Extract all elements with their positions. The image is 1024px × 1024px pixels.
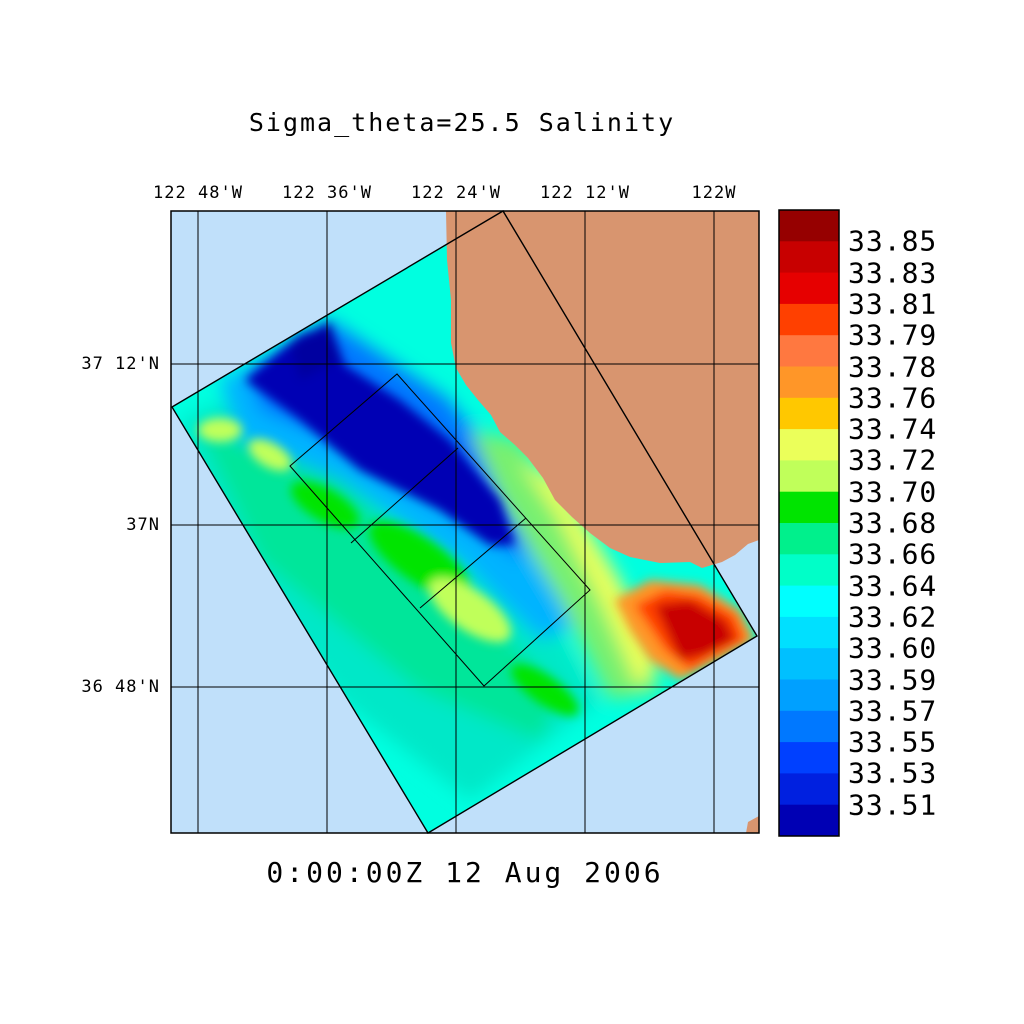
colorbar-tick-label: 33.62 (848, 600, 938, 634)
longitude-label: 122 48'W (153, 183, 243, 203)
latitude-label: 37 12'N (81, 354, 160, 374)
colorbar-swatch (779, 710, 839, 743)
colorbar-swatch (779, 491, 839, 524)
colorbar-tick-label: 33.76 (848, 381, 938, 415)
colorbar-tick-label: 33.78 (848, 350, 938, 383)
colorbar-swatch (779, 397, 839, 430)
colorbar-swatch (779, 648, 839, 680)
colorbar-swatch (779, 523, 839, 555)
longitude-label: 122W (691, 183, 737, 203)
colorbar-swatch (779, 742, 839, 774)
colorbar-swatch (779, 804, 839, 837)
colorbar-tick-label: 33.64 (848, 569, 938, 603)
colorbar-swatch (779, 429, 839, 461)
colorbar-swatch (779, 773, 839, 806)
land-mass (446, 211, 759, 833)
map-frame (170, 210, 760, 834)
colorbar-tick-label: 33.72 (848, 443, 938, 477)
colorbar-tick-label: 33.83 (848, 256, 938, 290)
longitude-label: 122 12'W (540, 183, 630, 203)
colorbar-swatch (779, 210, 839, 242)
colorbar-tick-label: 33.53 (848, 756, 938, 790)
latitude-label: 37N (126, 515, 160, 535)
colorbar-swatch (779, 460, 839, 493)
colorbar-tick-label: 33.57 (848, 694, 938, 728)
latitude-label: 36 48'N (81, 677, 160, 697)
colorbar-swatch (779, 585, 839, 618)
colorbar-tick-label: 33.66 (848, 537, 938, 571)
colorbar-tick-label: 33.85 (848, 224, 938, 258)
colorbar-tick-label: 33.74 (848, 412, 938, 446)
colorbar-swatch (779, 554, 839, 587)
plot-title: Sigma_theta=25.5 Salinity (248, 108, 676, 137)
colorbar (778, 209, 840, 837)
colorbar-tick-label: 33.51 (848, 788, 938, 822)
colorbar-swatch (779, 272, 839, 305)
colorbar-swatch (779, 679, 839, 712)
longitude-label: 122 36'W (282, 183, 372, 203)
colorbar-swatch (779, 241, 839, 274)
colorbar-tick-label: 33.81 (848, 287, 938, 321)
colorbar-swatch (779, 303, 839, 336)
colorbar-tick-label: 33.68 (848, 506, 938, 540)
colorbar-tick-label: 33.55 (848, 725, 938, 759)
colorbar-swatch (779, 335, 839, 367)
colorbar-swatch (779, 616, 839, 649)
inner-box-grid (289, 373, 591, 687)
colorbar-frame (778, 209, 840, 837)
colorbar-tick-label: 33.60 (848, 631, 938, 665)
timestamp-label: 0:00:00Z 12 Aug 2006 (266, 856, 664, 889)
colorbar-tick-label: 33.79 (848, 318, 938, 352)
model-domain-outline (171, 210, 758, 834)
colorbar-swatch (779, 366, 839, 399)
colorbar-tick-label: 33.59 (848, 663, 938, 696)
longitude-label: 122 24'W (411, 183, 501, 203)
colorbar-tick-label: 33.70 (848, 475, 938, 509)
